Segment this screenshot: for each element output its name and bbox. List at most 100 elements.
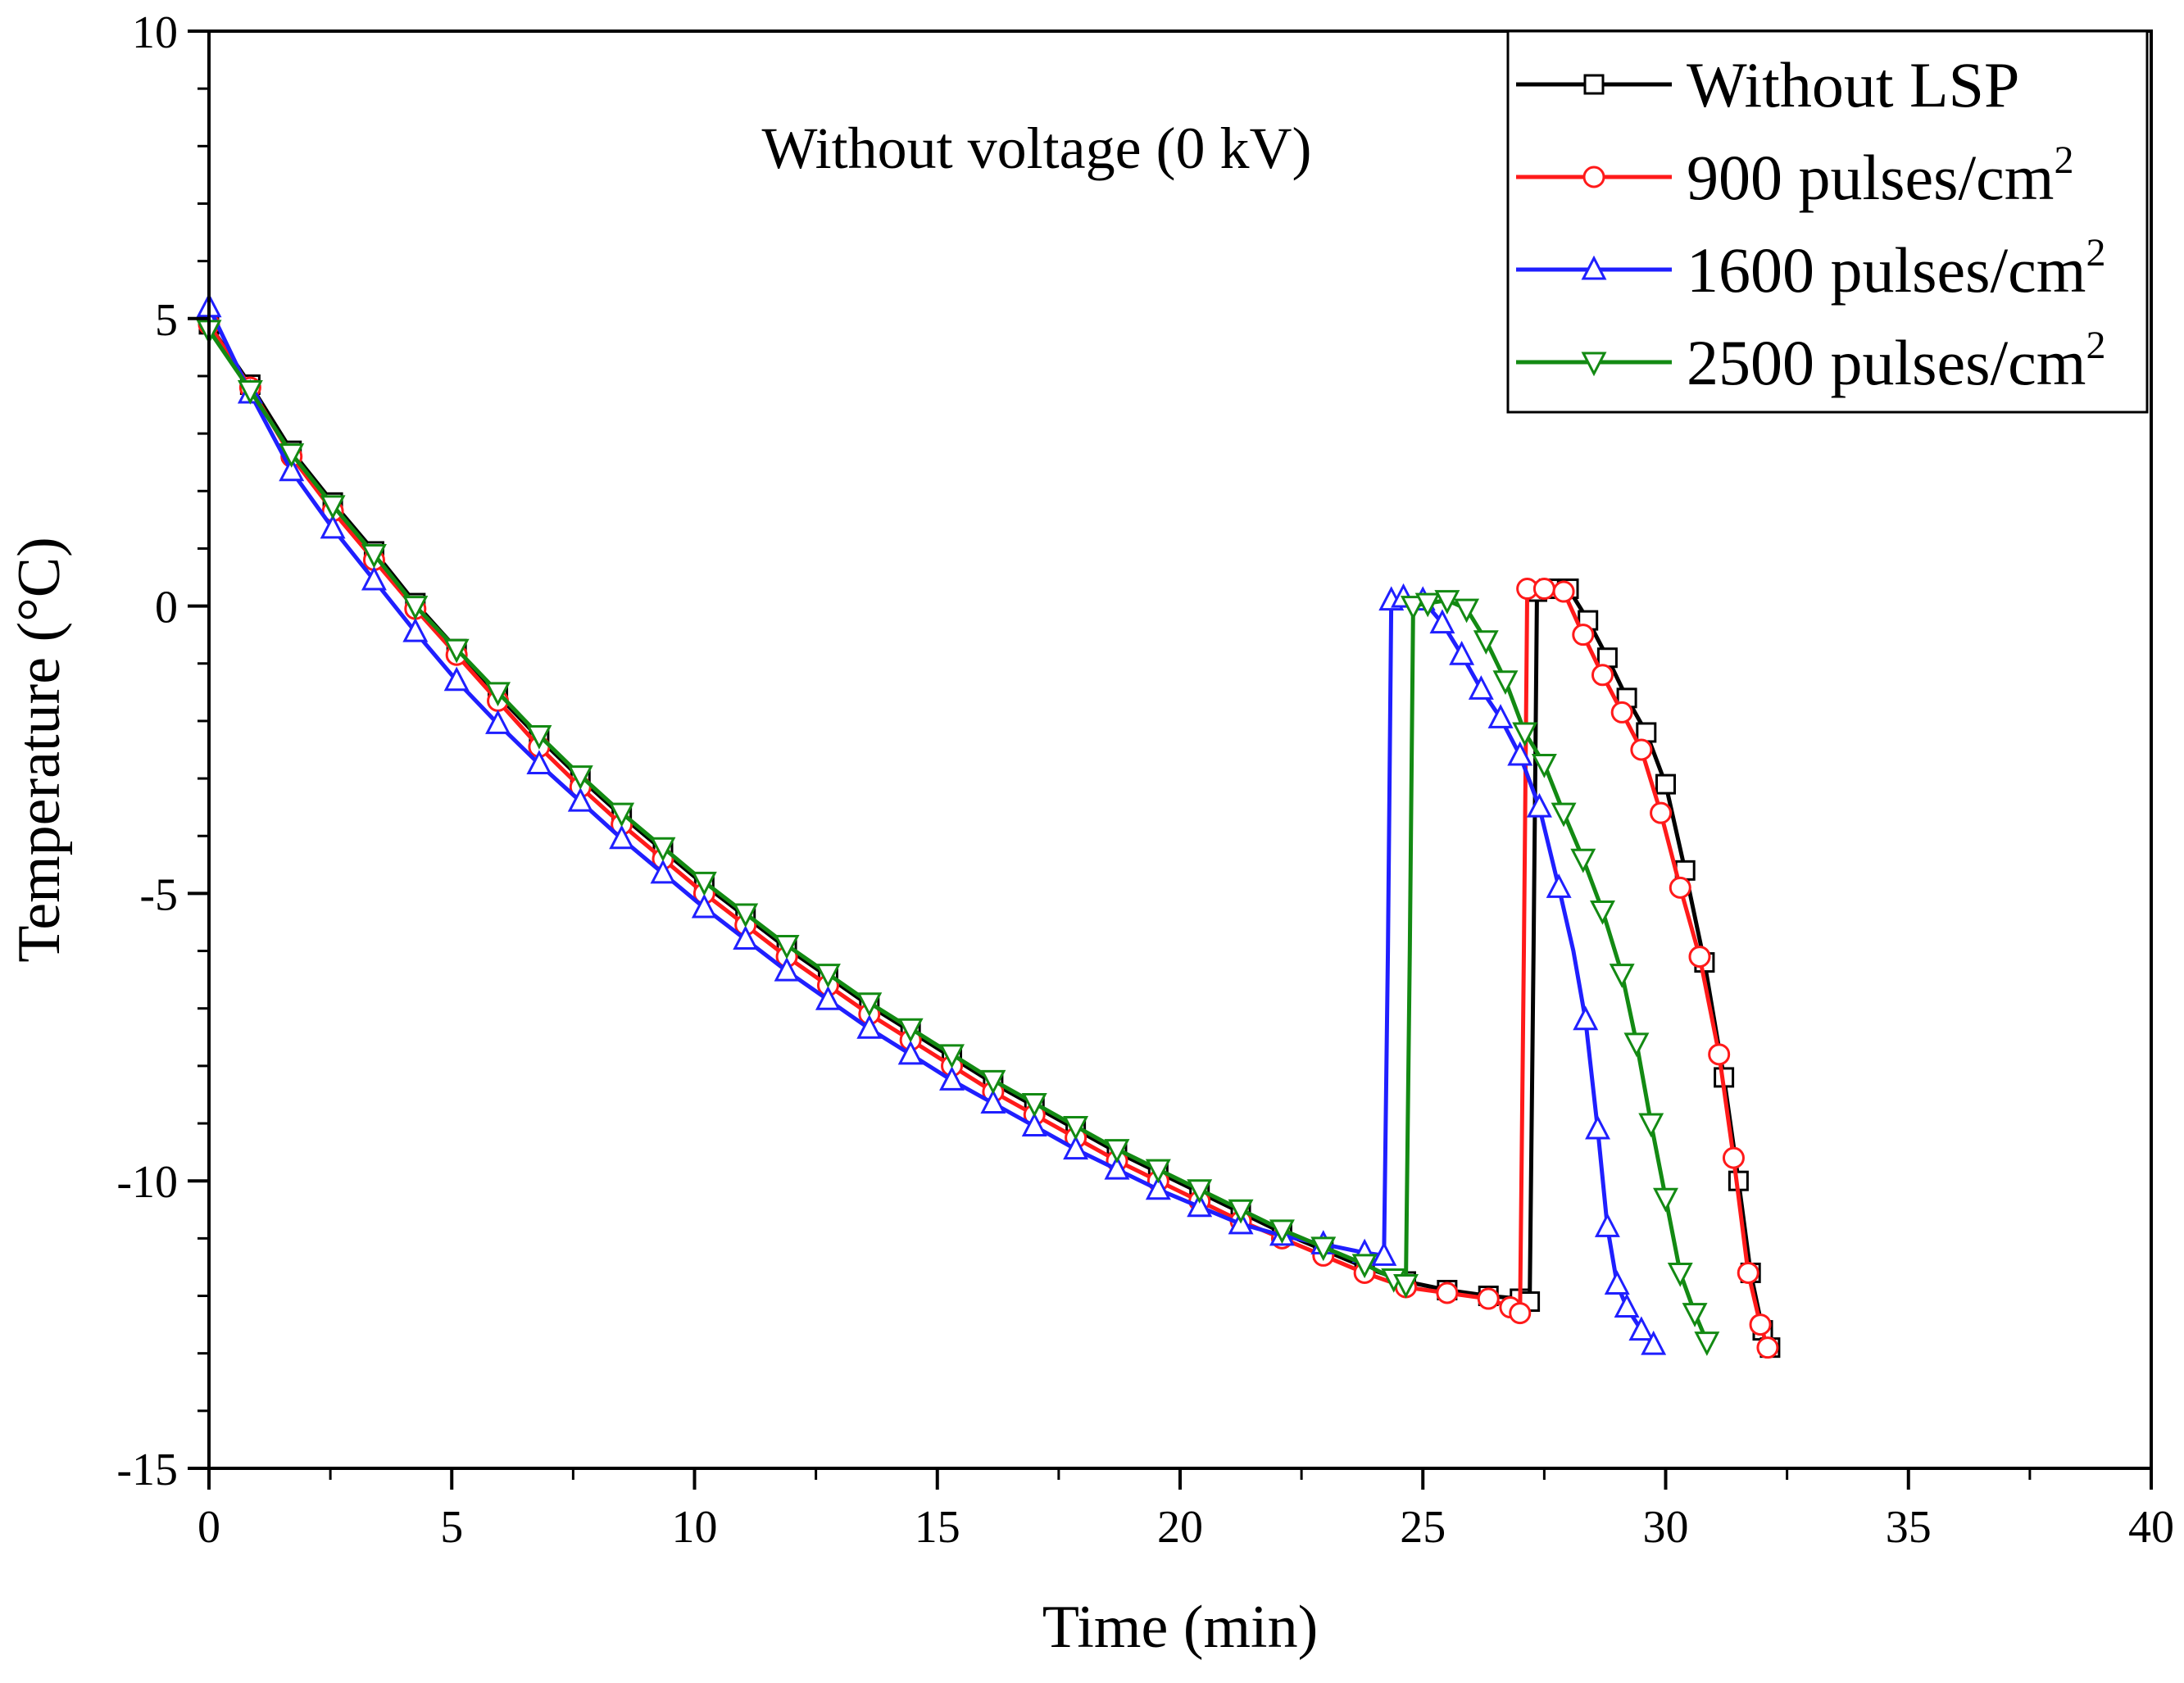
- data-point-circle: [1688, 946, 1711, 969]
- data-point-circle: [1669, 876, 1691, 899]
- data-point-triangle-down: [237, 380, 263, 405]
- data-point-circle: [1436, 1282, 1459, 1304]
- data-point-triangle-up: [1145, 1175, 1171, 1200]
- data-point-triangle-down: [1653, 1187, 1678, 1213]
- data-point-triangle-up: [733, 925, 759, 950]
- data-point-triangle-down: [1400, 596, 1426, 620]
- data-point-triangle-down: [1531, 754, 1557, 778]
- x-tick-label: 10: [672, 1502, 718, 1553]
- axis-ticks: [188, 29, 2153, 1490]
- data-point-triangle-up: [1604, 1270, 1630, 1295]
- y-tick-label: -10: [116, 1157, 178, 1208]
- data-point-triangle-down: [733, 903, 759, 928]
- data-point-triangle-up: [1628, 1316, 1655, 1341]
- data-point-triangle-up: [1468, 675, 1494, 700]
- y-axis-title: Temperature (°C): [6, 537, 73, 963]
- x-tick-label: 0: [198, 1502, 220, 1553]
- data-point-triangle-down: [856, 992, 883, 1017]
- data-point-triangle-down: [1104, 1139, 1130, 1164]
- data-point-circle: [1572, 624, 1595, 646]
- data-point-triangle-up: [567, 787, 593, 812]
- data-point-triangle-up: [1594, 1213, 1620, 1237]
- data-point-circle: [1591, 664, 1614, 687]
- x-tick-label: 25: [1400, 1502, 1446, 1553]
- x-tick-label: 5: [440, 1502, 463, 1553]
- series-4: [196, 320, 1720, 1356]
- x-tick-label: 15: [915, 1502, 960, 1553]
- data-point-circle: [1708, 1043, 1731, 1066]
- data-point-triangle-down: [1310, 1236, 1337, 1262]
- data-point-triangle-up: [279, 456, 305, 482]
- data-point-triangle-up: [1581, 255, 1607, 280]
- legend-label: 900 pulses/cm2: [1687, 138, 2073, 213]
- legend: Without LSP 900 pulses/cm2 1600 pulses/cm2…: [1506, 29, 2149, 414]
- axis-tick-labels: 0 5 10 15 20 25 30 35 40 -15 -10 -5 0 5 10: [116, 7, 2174, 1553]
- data-point-triangle-down: [320, 495, 346, 520]
- data-point-triangle-down: [1269, 1219, 1295, 1245]
- data-point-circle: [1737, 1261, 1759, 1284]
- data-point-triangle-down: [443, 638, 470, 664]
- legend-item-4: 2500 pulses/cm2: [1516, 324, 2105, 398]
- y-tick-label: 0: [155, 583, 178, 633]
- data-point-triangle-up: [1449, 640, 1475, 665]
- data-point-circle: [1552, 580, 1575, 603]
- series-1: [198, 314, 1781, 1359]
- legend-label-main: 2500 pulses/cm: [1687, 327, 2086, 398]
- data-point-triangle-down: [815, 964, 841, 988]
- data-point-circle: [1630, 738, 1653, 761]
- data-point-triangle-down: [1473, 630, 1499, 655]
- legend-label-superscript: 2: [2054, 138, 2073, 182]
- legend-items: Without LSP 900 pulses/cm2 1600 pulses/cm2…: [1516, 49, 2105, 398]
- data-point-triangle-down: [1581, 352, 1607, 377]
- legend-label: 1600 pulses/cm2: [1687, 231, 2105, 306]
- data-point-triangle-down: [1694, 1331, 1720, 1356]
- legend-label: Without LSP: [1687, 49, 2019, 120]
- data-point-triangle-down: [1682, 1303, 1708, 1327]
- data-point-triangle-down: [567, 765, 593, 790]
- data-point-triangle-down: [897, 1018, 924, 1043]
- data-point-triangle-down: [1228, 1199, 1254, 1224]
- data-point-triangle-down: [939, 1044, 965, 1069]
- legend-label-superscript: 2: [2086, 231, 2105, 274]
- x-tick-label: 40: [2128, 1502, 2174, 1553]
- data-point-triangle-up: [980, 1089, 1006, 1114]
- y-tick-label: -5: [139, 869, 178, 920]
- data-point-triangle-down: [1187, 1179, 1213, 1204]
- data-point-triangle-down: [1638, 1113, 1664, 1138]
- data-point-triangle-up: [402, 617, 429, 642]
- series-line: [207, 306, 1655, 1346]
- data-point-triangle-up: [361, 565, 387, 591]
- series-2: [198, 313, 1779, 1359]
- data-point-triangle-down: [1063, 1116, 1089, 1141]
- data-point-circle: [1477, 1287, 1500, 1310]
- data-point-circle: [1582, 166, 1605, 188]
- data-point-circle: [1532, 578, 1555, 601]
- data-point-triangle-down: [650, 837, 676, 862]
- data-point-triangle-up: [1573, 1005, 1599, 1031]
- data-point-square: [1583, 74, 1605, 95]
- y-tick-label: 5: [155, 295, 178, 346]
- data-point-circle: [1756, 1336, 1779, 1359]
- data-point-triangle-down: [1590, 900, 1615, 925]
- data-point-triangle-up: [1546, 873, 1572, 898]
- data-point-circle: [1650, 801, 1673, 824]
- data-point-triangle-down: [1492, 670, 1519, 696]
- data-point-triangle-up: [609, 824, 635, 850]
- data-point-triangle-down: [1623, 1032, 1650, 1058]
- data-point-triangle-up: [939, 1066, 965, 1091]
- data-point-triangle-up: [1021, 1112, 1047, 1137]
- data-point-triangle-up: [1187, 1192, 1213, 1218]
- data-point-circle: [1610, 701, 1633, 724]
- series-line: [207, 323, 1773, 1349]
- data-point-triangle-up: [1507, 741, 1533, 766]
- series-line: [207, 329, 1710, 1343]
- data-point-triangle-down: [402, 596, 429, 620]
- data-point-triangle-down: [1021, 1092, 1047, 1118]
- data-point-triangle-down: [980, 1069, 1006, 1095]
- y-tick-label: -15: [116, 1445, 178, 1495]
- data-point-triangle-down: [1609, 964, 1635, 988]
- series-3: [196, 293, 1667, 1355]
- data-point-triangle-down: [526, 724, 552, 750]
- x-tick-label: 35: [1886, 1502, 1932, 1553]
